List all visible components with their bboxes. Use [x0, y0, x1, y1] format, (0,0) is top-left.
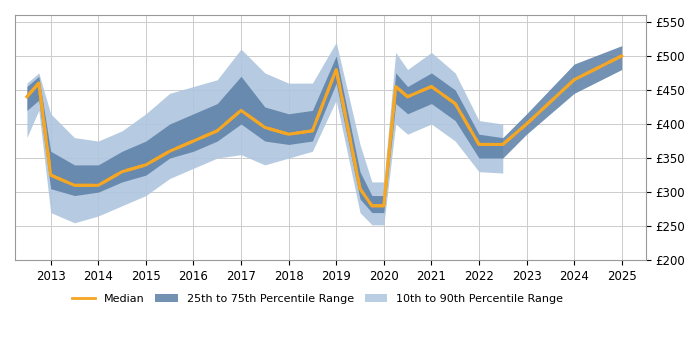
Legend: Median, 25th to 75th Percentile Range, 10th to 90th Percentile Range: Median, 25th to 75th Percentile Range, 1…	[68, 290, 567, 309]
